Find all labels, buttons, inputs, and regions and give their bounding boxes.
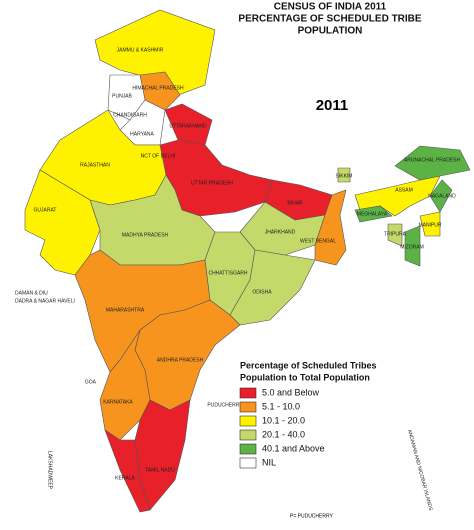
state: [337, 167, 351, 183]
legend-title: Population to Total Population: [240, 372, 370, 382]
state-label: TRIPURA: [384, 231, 407, 237]
legend-label: 5.1 - 10.0: [262, 401, 300, 411]
state: [354, 205, 393, 223]
state-label: TAMIL NADU: [145, 467, 175, 473]
other-label: LAKSHADWEEP: [47, 451, 53, 490]
state-label: MADHYA PRADESH: [122, 232, 169, 238]
legend-title: Percentage of Scheduled Tribes: [240, 360, 377, 370]
state-label: MIZORAM: [400, 244, 424, 250]
state-label: GUJARAT: [34, 207, 57, 213]
state-label: RAJASTHAN: [80, 162, 110, 168]
state-label: ANDHRA PRADESH: [157, 357, 204, 363]
legend-swatch: [239, 457, 257, 469]
state: [419, 211, 441, 237]
legend-label: NIL: [262, 457, 276, 467]
state-label: ODISHA: [252, 289, 272, 295]
state-label: CHHATTISGARH: [208, 270, 247, 276]
state-label: MANIPUR: [418, 222, 441, 228]
other-label: PUDUCHERRY: [207, 402, 243, 408]
other-label: NCT OF DELHI: [141, 153, 176, 159]
state-label: JHARKHAND: [265, 229, 296, 235]
state-label: ARUNACHAL PRADESH: [404, 157, 461, 163]
state-label: HIMACHAL PRADESH: [132, 85, 184, 91]
state: [104, 429, 151, 513]
state-label: WEST BENGAL: [300, 238, 336, 244]
legend-label: 10.1 - 20.0: [262, 415, 305, 425]
state: [387, 223, 403, 247]
title-line: CENSUS OF INDIA 2011: [274, 2, 387, 13]
legend-label: 20.1 - 40.0: [262, 429, 305, 439]
year: 2011: [316, 97, 349, 114]
state-label: MAHARASHTRA: [106, 307, 145, 313]
title-line: POPULATION: [298, 26, 363, 37]
other-label: DADRA & NAGAR HAVELI: [15, 298, 75, 304]
title-line: PERCENTAGE OF SCHEDULED TRIBE: [238, 14, 421, 25]
legend-label: 5.0 and Below: [262, 387, 320, 397]
other-label: ANDAMAN AND NICOBAR ISLANDS: [406, 429, 434, 512]
state-label: UTTARAKHAND: [169, 123, 207, 129]
state-label: JAMMU & KASHMIR: [117, 47, 164, 53]
state: [429, 179, 453, 213]
footnote: P= PUDUCHERRY: [290, 513, 333, 519]
legend-swatch: [239, 429, 257, 441]
legend-swatch: [239, 415, 257, 427]
state: [164, 103, 213, 146]
state: [229, 249, 316, 326]
legend-swatch: [239, 401, 257, 413]
legend-swatch: [239, 443, 257, 455]
state-label: SIKKIM: [336, 173, 353, 179]
state-label: MEGHALAYA: [357, 211, 388, 217]
other-label: DAMAN & DIU: [15, 290, 48, 296]
state-label: KARNATAKA: [103, 399, 133, 405]
state: [404, 225, 421, 267]
state-label: KERALA: [115, 475, 135, 481]
state-label: HARYANA: [130, 131, 154, 137]
other-label: CHANDIGARH: [113, 112, 147, 118]
state: [394, 145, 471, 181]
state-label: ASSAM: [395, 187, 413, 193]
legend-label: 40.1 and Above: [262, 443, 325, 453]
state-label: NAGALAND: [428, 193, 456, 199]
legend-swatch: [239, 387, 257, 399]
state-label: BIHAR: [287, 200, 303, 206]
legend: 5.0 and Below 5.1 - 10.0 10.1 - 20.0 20.1 -…: [239, 387, 325, 469]
state: [314, 189, 347, 266]
state-label: UTTAR PRADESH: [191, 180, 233, 186]
other-label: GOA: [85, 379, 97, 385]
state-label: PUNJAB: [112, 93, 132, 99]
